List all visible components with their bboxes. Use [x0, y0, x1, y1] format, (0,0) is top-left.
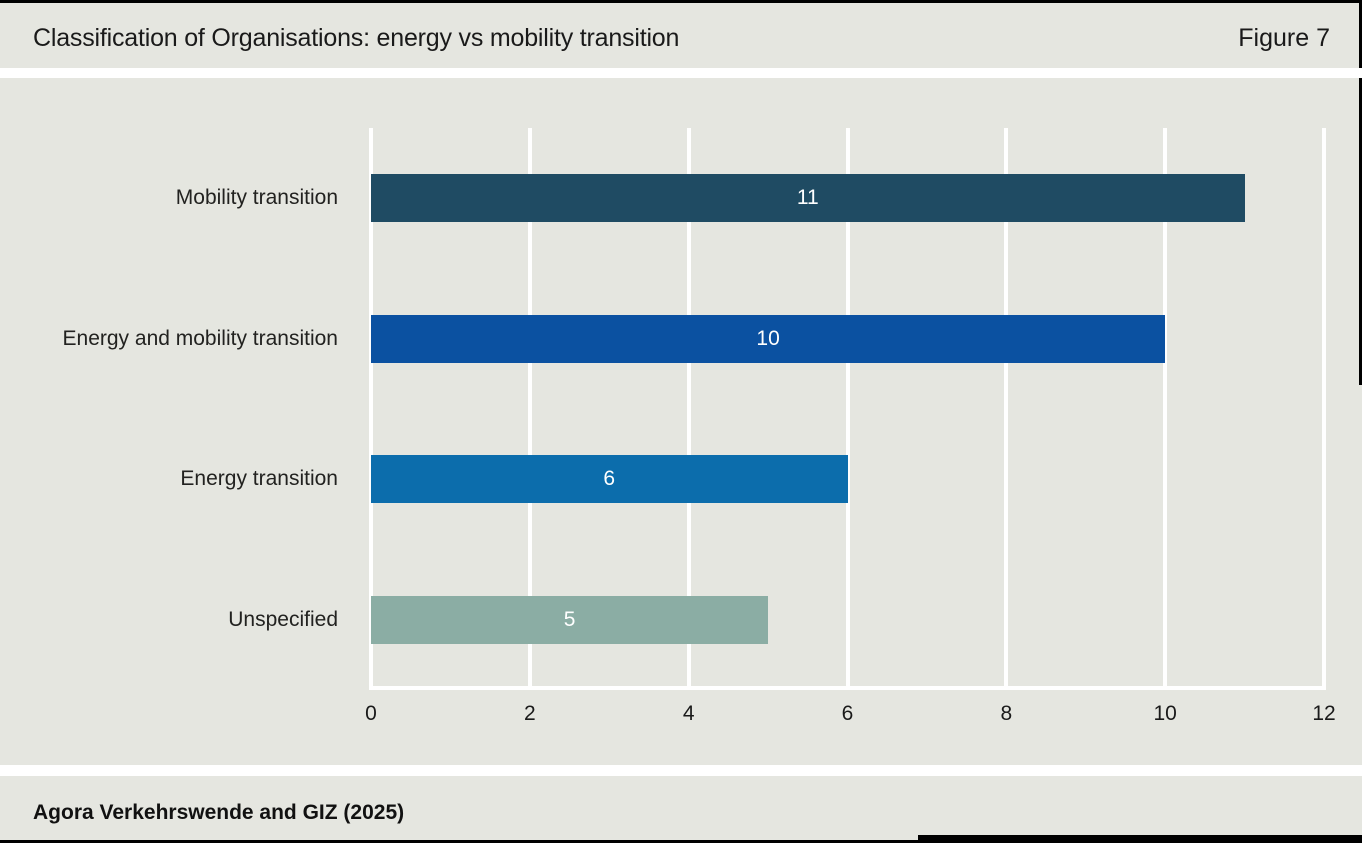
- category-label: Energy transition: [180, 467, 338, 491]
- bar-3: 5: [371, 595, 769, 644]
- gridline-x-2: [527, 128, 532, 690]
- bar-value-label: 5: [563, 607, 576, 631]
- top-border: [0, 0, 1362, 3]
- figure-title: Classification of Organisations: energy …: [33, 24, 680, 52]
- right-page-edge: [1359, 0, 1362, 385]
- category-label: Unspecified: [228, 607, 338, 631]
- gridline-x-12: [1322, 128, 1326, 690]
- bottom-border-thick-segment: [918, 835, 1362, 843]
- bar-value-label: 11: [796, 186, 819, 210]
- x-tick-label-4: 4: [682, 702, 695, 725]
- bar-value-label: 6: [603, 467, 616, 491]
- separator-stripe-top: [0, 68, 1362, 78]
- gridline-x-10: [1163, 128, 1168, 690]
- x-tick-label-10: 10: [1153, 702, 1177, 725]
- bar-value-label: 10: [756, 326, 780, 350]
- gridline-x-0: [369, 128, 373, 690]
- x-tick-label-8: 8: [1000, 702, 1013, 725]
- x-tick-label-2: 2: [523, 702, 536, 725]
- bar-1: 10: [371, 314, 1166, 363]
- x-tick-label-12: 12: [1312, 702, 1336, 725]
- bar-0: 11: [371, 174, 1245, 223]
- x-tick-label-6: 6: [841, 702, 854, 725]
- gridline-x-4: [686, 128, 691, 690]
- category-label: Energy and mobility transition: [62, 326, 338, 350]
- category-label: Mobility transition: [175, 186, 338, 210]
- bottom-border: [0, 840, 1362, 843]
- figure-number: Figure 7: [1238, 24, 1330, 52]
- bar-2: 6: [371, 455, 848, 504]
- gridline-x-6: [845, 128, 850, 690]
- bar-chart-plot-area: 0 2 4 6 8 10 12 Mobility transition 11 Energy and…: [63, 128, 1336, 725]
- source-text: Agora Verkehrswende and GIZ (2025): [33, 801, 405, 824]
- x-tick-label-0: 0: [365, 702, 377, 725]
- gridline-x-8: [1004, 128, 1009, 690]
- separator-stripe-bottom: [0, 765, 1362, 776]
